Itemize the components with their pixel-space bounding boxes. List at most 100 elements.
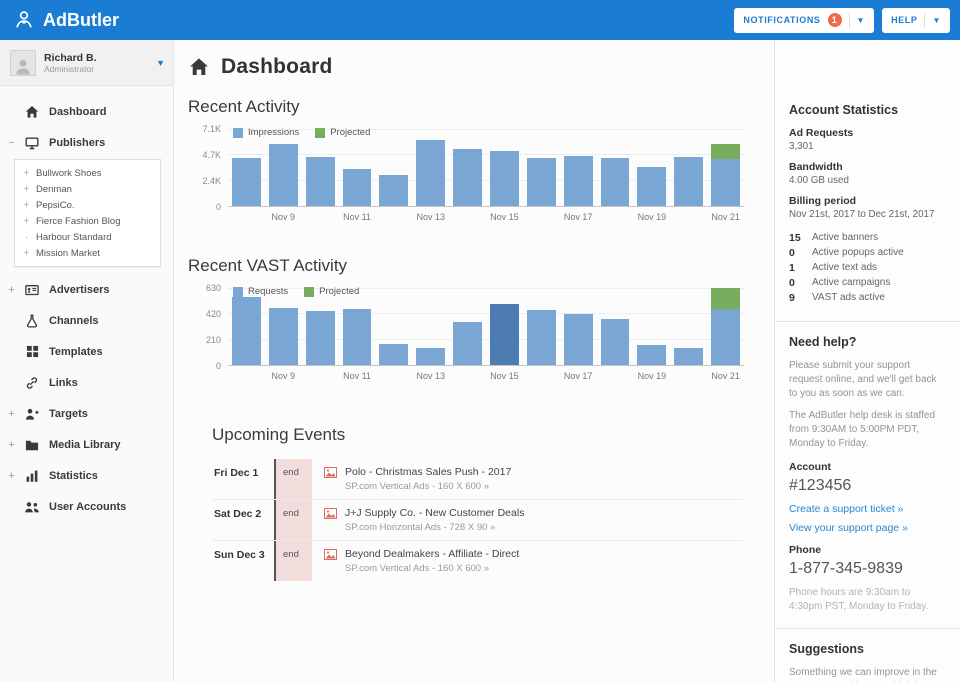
event-date: Sun Dec 3 (212, 541, 276, 581)
bar-segment (563, 313, 593, 365)
adbutler-logo[interactable]: AdButler (12, 8, 119, 32)
legend-item: Requests (233, 286, 288, 297)
bar (563, 129, 593, 206)
legend-label: Projected (330, 127, 371, 138)
publisher-item[interactable]: + Denman (15, 181, 160, 197)
stat-ad-requests: Ad Requests 3,301 (789, 127, 854, 152)
user-name: Richard B. (44, 51, 97, 64)
expand-icon[interactable]: + (8, 469, 15, 482)
sidebar-item-advertisers[interactable]: + Advertisers (0, 274, 173, 305)
x-tick-label: Nov 9 (271, 371, 296, 381)
x-tick-label (306, 212, 335, 222)
bar-segment (453, 322, 483, 365)
event-subtitle-link[interactable]: SP.com Horizontal Ads - 728 X 90 » (345, 522, 496, 533)
sidebar-item-user-accounts[interactable]: User Accounts (0, 491, 173, 522)
bar-segment (637, 166, 667, 206)
collapse-icon[interactable]: − (8, 136, 15, 149)
bar-segment (711, 159, 741, 206)
bar (232, 129, 261, 206)
ad-image-icon (324, 549, 337, 560)
upcoming-events-section: Upcoming Events Fri Dec 1 end Polo - Chr… (212, 425, 744, 581)
sidebar-item-templates[interactable]: Templates (0, 336, 173, 367)
sidebar-nav: Dashboard − Publishers + Bullwork Shoes … (0, 86, 173, 522)
x-tick-label: Nov 17 (563, 371, 593, 381)
y-tick-label: 630 (205, 283, 221, 293)
house-icon (188, 57, 210, 77)
expand-icon[interactable]: + (23, 215, 30, 227)
legend-label: Impressions (248, 127, 300, 138)
x-tick-label (232, 371, 261, 381)
bar-segment (674, 347, 704, 365)
bar-segment (563, 156, 593, 206)
need-help-section: Need help? Please submit your support re… (775, 322, 960, 629)
bar (526, 288, 556, 365)
publisher-item[interactable]: · Harbour Standard (15, 229, 160, 245)
bar (416, 288, 446, 365)
x-tick-label (527, 212, 556, 222)
y-axis: 630 420 210 0 (188, 283, 228, 371)
notifications-button[interactable]: NOTIFICATIONS 1 ▼ (734, 7, 875, 33)
expand-icon[interactable]: + (23, 247, 30, 259)
bar (342, 129, 372, 206)
y-tick-label: 0 (215, 202, 221, 212)
expand-icon[interactable]: + (23, 183, 30, 195)
sidebar-item-statistics[interactable]: + Statistics (0, 460, 173, 491)
x-tick-label: Nov 19 (637, 371, 667, 381)
x-tick-label: Nov 11 (343, 371, 371, 381)
event-row[interactable]: Sun Dec 3 end Beyond Dealmakers - Affili… (212, 540, 742, 581)
user-panel[interactable]: Richard B. Administrator ▼ (0, 40, 173, 86)
view-support-page-link[interactable]: View your support page » (789, 522, 908, 534)
event-title[interactable]: Beyond Dealmakers - Affiliate - Direct (345, 548, 520, 560)
recent-activity-section: Recent Activity 7.1K 4.7K 2.4K 0 Impression… (188, 97, 744, 222)
section-heading: Suggestions (789, 642, 865, 656)
sidebar-item-dashboard[interactable]: Dashboard (0, 96, 173, 127)
bar (379, 288, 409, 365)
expand-icon[interactable]: + (8, 283, 15, 296)
publisher-item[interactable]: + Fierce Fashion Blog (15, 213, 160, 229)
bar (453, 129, 483, 206)
sidebar-item-publishers[interactable]: − Publishers (0, 127, 173, 158)
stat-billing-period: Billing period Nov 21st, 2017 to Dec 21s… (789, 195, 935, 220)
bar (600, 288, 630, 365)
event-row[interactable]: Sat Dec 2 end J+J Supply Co. - New Custo… (212, 499, 742, 540)
x-tick-label (232, 212, 261, 222)
event-subtitle-link[interactable]: SP.com Vertical Ads - 160 X 600 » (345, 481, 489, 492)
help-button[interactable]: HELP ▼ (882, 7, 950, 33)
expand-icon[interactable]: + (8, 438, 15, 451)
sidebar-item-media-library[interactable]: + Media Library (0, 429, 173, 460)
create-support-ticket-link[interactable]: Create a support ticket » (789, 503, 904, 515)
publisher-item[interactable]: + PepsiCo. (15, 197, 160, 213)
bar-segment (416, 139, 446, 206)
bar (232, 288, 261, 365)
sidebar-item-label: Links (49, 376, 78, 389)
legend-swatch-impressions (233, 127, 243, 138)
x-tick-label (453, 371, 482, 381)
section-heading: Account Statistics (789, 103, 899, 117)
event-date: Fri Dec 1 (212, 459, 276, 499)
sidebar-item-targets[interactable]: + Targets (0, 398, 173, 429)
x-axis-labels: Nov 9 Nov 11 Nov 13 Nov 15 Nov 17 Nov 19 Nov 2… (228, 371, 744, 381)
legend-label: Projected (319, 286, 360, 297)
publisher-item[interactable]: + Bullwork Shoes (15, 165, 160, 181)
x-tick-label: Nov 13 (416, 371, 445, 381)
divider (924, 12, 926, 28)
events-table: Fri Dec 1 end Polo - Christmas Sales Pus… (212, 459, 742, 581)
count-row: 15 Active banners (789, 232, 879, 244)
expand-icon[interactable]: + (23, 167, 30, 179)
sidebar-item-channels[interactable]: Channels (0, 305, 173, 336)
y-tick-label: 210 (205, 335, 221, 345)
publisher-item[interactable]: + Mission Market (15, 245, 160, 261)
event-title[interactable]: J+J Supply Co. - New Customer Deals (345, 507, 525, 519)
event-row[interactable]: Fri Dec 1 end Polo - Christmas Sales Pus… (212, 459, 742, 499)
sidebar-item-links[interactable]: Links (0, 367, 173, 398)
x-tick-label (379, 371, 408, 381)
person-plus-icon (24, 407, 40, 421)
event-subtitle-link[interactable]: SP.com Vertical Ads - 160 X 600 » (345, 563, 489, 574)
recent-vast-activity-section: Recent VAST Activity 630 420 210 0 Requests… (188, 256, 744, 381)
chevron-down-icon[interactable]: ▼ (156, 57, 165, 68)
expand-icon[interactable]: + (23, 199, 30, 211)
expand-icon[interactable]: + (8, 407, 15, 420)
legend-item: Projected (304, 286, 359, 297)
bar (379, 129, 409, 206)
event-title[interactable]: Polo - Christmas Sales Push - 2017 (345, 466, 512, 478)
